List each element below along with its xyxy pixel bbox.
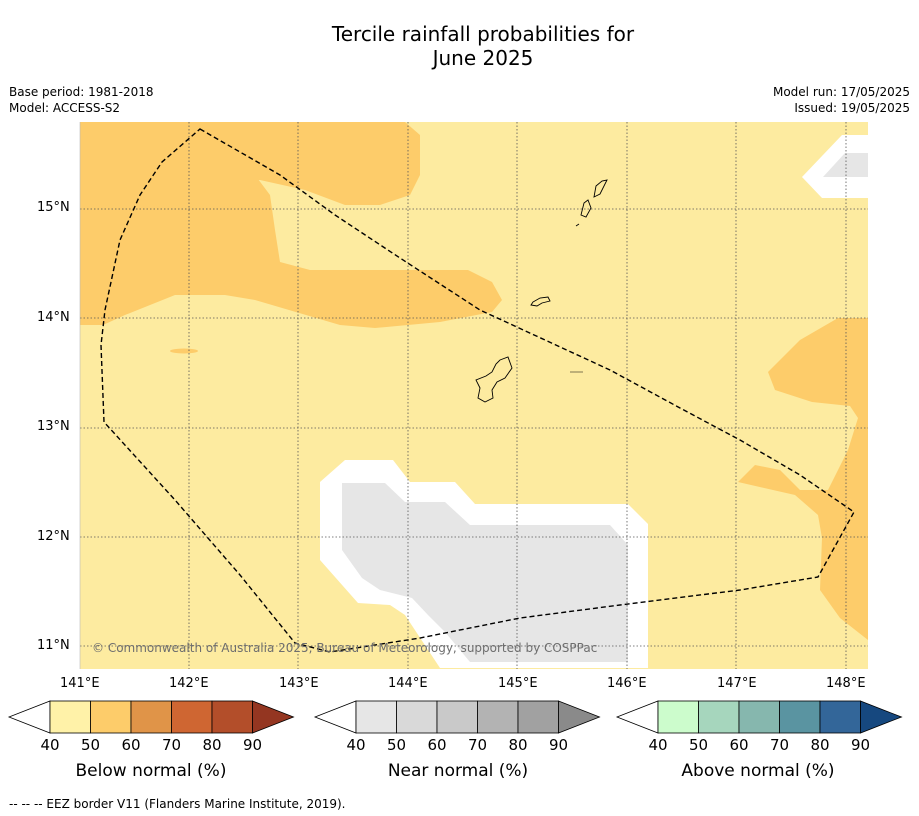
island-outlines (475, 179, 608, 403)
colorbar-below-lower-extension (7, 700, 51, 734)
meta-right: Model run: 17/05/2025 Issued: 19/05/2025 (773, 84, 910, 116)
eez-border (100, 128, 855, 653)
lat-label-14: 14°N (37, 310, 70, 325)
copyright-notice: © Commonwealth of Australia 2025, Bureau… (92, 641, 598, 655)
colorbar-title-near: Near normal (%) (387, 761, 529, 781)
near-normal-40-50-northeast (823, 153, 868, 177)
colorbar-near-segment-2 (436, 700, 478, 734)
model-name: Model: ACCESS-S2 (9, 101, 121, 115)
colorbar-above-lower-extension (615, 700, 659, 734)
colorbar-above-tick-90: 90 (851, 736, 870, 754)
lon-label-141: 141°E (60, 676, 100, 691)
title-line-1: Tercile rainfall probabilities for (331, 22, 635, 46)
near-normal-40-50-south (342, 483, 628, 662)
colorbar-near-lower-extension (313, 700, 357, 734)
colorbar-above-segment-3 (779, 700, 821, 734)
island-guam (475, 356, 513, 403)
colorbar-below-segment-2 (130, 700, 172, 734)
island-saipan (593, 179, 608, 198)
map-title: Tercile rainfall probabilities for June … (0, 22, 919, 70)
lat-label-15: 15°N (37, 200, 70, 215)
colorbar-above-segment-4 (819, 700, 861, 734)
title-line-2: June 2025 (432, 46, 534, 70)
colorbar-below-tick-40: 40 (40, 736, 59, 754)
lon-label-144: 144°E (388, 676, 428, 691)
colorbar-above-segment-2 (738, 700, 780, 734)
lat-label-13: 13°N (37, 419, 70, 434)
meta-left: Base period: 1981-2018 Model: ACCESS-S2 (9, 84, 154, 116)
island-tinian (580, 199, 592, 218)
island-rota (530, 296, 551, 307)
colorbar-title-below: Below normal (%) (75, 761, 227, 781)
lon-label-143: 143°E (279, 676, 319, 691)
colorbar-above-segment-0 (657, 700, 699, 734)
model-run: Model run: 17/05/2025 (772, 85, 910, 99)
colorbar-near-segment-1 (396, 700, 438, 734)
lon-label-145: 145°E (498, 676, 538, 691)
lon-label-146: 146°E (607, 676, 647, 691)
below-50-60-region-northwest (80, 122, 502, 328)
issued-date: Issued: 19/05/2025 (794, 101, 910, 115)
lon-label-142: 142°E (169, 676, 209, 691)
colorbar-above-upper-extension (860, 700, 903, 734)
lat-label-11: 11°N (37, 638, 70, 653)
map-plot (79, 122, 868, 669)
colorbar-below-upper-extension (252, 700, 295, 734)
colorbar-above-tick-40: 40 (648, 736, 667, 754)
colorbar-near-tick-70: 70 (468, 736, 487, 754)
below-50-60-region-east (738, 318, 868, 640)
colorbar-below-segment-3 (171, 700, 213, 734)
gridlines (80, 122, 868, 669)
lon-label-147: 147°E (717, 676, 757, 691)
colorbar-above-tick-50: 50 (689, 736, 708, 754)
colorbar-below-segment-0 (49, 700, 91, 734)
colorbar-above-tick-80: 80 (810, 736, 829, 754)
below-50-60-spot (170, 348, 198, 354)
colorbar-below-segment-1 (90, 700, 132, 734)
eez-legend-note: -- -- -- EEZ border V11 (Flanders Marine… (9, 797, 346, 811)
colorbar-below-tick-80: 80 (202, 736, 221, 754)
colorbar-above-tick-60: 60 (729, 736, 748, 754)
base-period: Base period: 1981-2018 (9, 85, 154, 99)
colorbar-near-segment-3 (477, 700, 519, 734)
island-aguijan (575, 223, 580, 227)
colorbar-near-tick-40: 40 (346, 736, 365, 754)
colorbar-below-tick-90: 90 (243, 736, 262, 754)
colorbar-near-tick-80: 80 (508, 736, 527, 754)
lon-label-148: 148°E (826, 676, 866, 691)
colorbar-below-tick-50: 50 (81, 736, 100, 754)
colorbar-above-tick-70: 70 (770, 736, 789, 754)
colorbar-near-tick-50: 50 (387, 736, 406, 754)
colorbar-above-segment-1 (698, 700, 740, 734)
colorbar-below-tick-70: 70 (162, 736, 181, 754)
colorbar-near-upper-extension (558, 700, 601, 734)
colorbar-near-segment-0 (355, 700, 397, 734)
colorbar-below-tick-60: 60 (121, 736, 140, 754)
lat-label-12: 12°N (37, 529, 70, 544)
colorbar-title-above: Above normal (%) (681, 761, 835, 781)
colorbars: 40 50 60 70 80 90 40 50 60 70 80 90 40 50 60 70 80 90 (7, 700, 903, 754)
colorbar-near-segment-4 (517, 700, 559, 734)
colorbar-near-tick-60: 60 (427, 736, 446, 754)
colorbar-near-tick-90: 90 (549, 736, 568, 754)
colorbar-below-segment-4 (211, 700, 253, 734)
